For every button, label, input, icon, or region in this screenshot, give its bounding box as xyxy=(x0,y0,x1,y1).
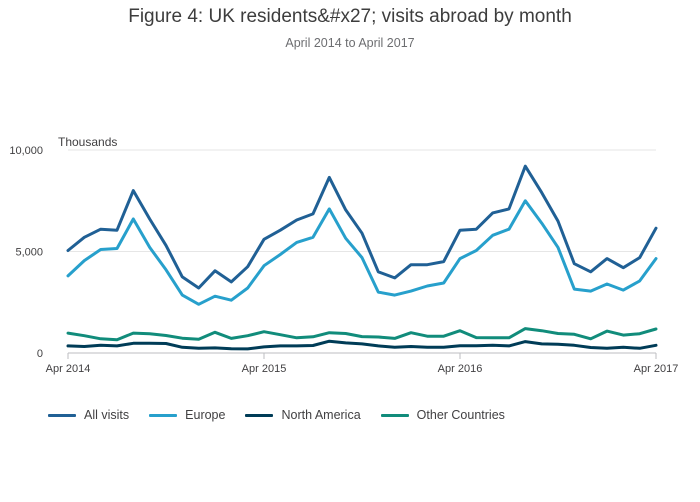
series-lines xyxy=(66,164,658,351)
legend-label: Europe xyxy=(185,408,226,422)
legend-swatch xyxy=(245,413,274,417)
series-line-all-visits[interactable] xyxy=(66,164,658,290)
legend-swatch xyxy=(149,413,178,417)
legend-item-europe[interactable]: Europe xyxy=(149,408,225,422)
legend-label: Other Countries xyxy=(416,408,505,422)
legend-item-north-america[interactable]: North America xyxy=(245,408,361,422)
x-tick-label: Apr 2016 xyxy=(438,363,483,375)
x-tick-label: Apr 2017 xyxy=(634,363,679,375)
legend-item-other-countries[interactable]: Other Countries xyxy=(380,408,505,422)
y-tick-label: 10,000 xyxy=(9,145,43,157)
legend-swatch xyxy=(380,413,409,417)
legend: All visits Europe North America Other Count… xyxy=(48,408,525,422)
legend-item-all-visits[interactable]: All visits xyxy=(48,408,129,422)
x-axis: Apr 2014 Apr 2015 Apr 2016 Apr 2017 xyxy=(46,353,679,375)
y-tick-label: 5,000 xyxy=(15,247,43,259)
gridlines xyxy=(68,149,656,354)
x-tick-label: Apr 2014 xyxy=(46,363,91,375)
series-line-other-countries[interactable] xyxy=(66,327,658,342)
y-tick-label: 0 xyxy=(37,348,43,360)
legend-label: All visits xyxy=(84,408,130,422)
series-line-europe[interactable] xyxy=(66,199,658,306)
y-axis: 0 5,000 10,000 Thousands xyxy=(9,135,117,360)
chart-title: Figure 4: UK residents&#x27; visits abro… xyxy=(128,6,572,27)
chart-subtitle: April 2014 to April 2017 xyxy=(285,36,415,50)
y-axis-label: Thousands xyxy=(58,135,117,149)
legend-label: North America xyxy=(281,408,361,422)
series-line-north-america[interactable] xyxy=(66,339,658,351)
legend-swatch xyxy=(48,413,76,417)
x-tick-label: Apr 2015 xyxy=(242,363,287,375)
